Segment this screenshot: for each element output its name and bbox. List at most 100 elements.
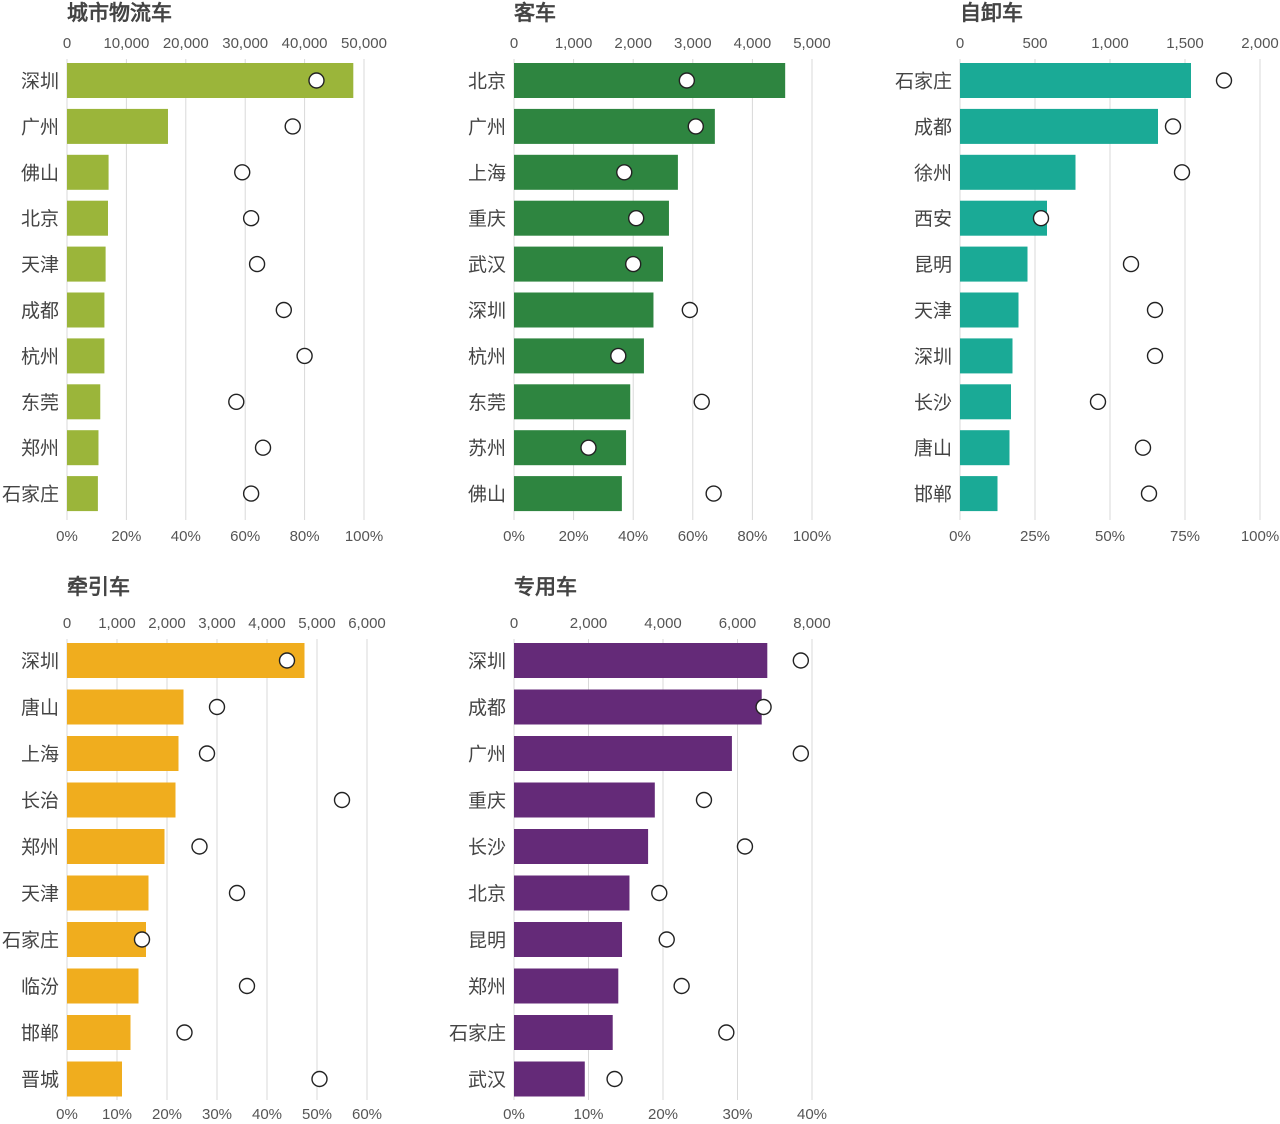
bottom-tick-label: 0% bbox=[56, 1106, 78, 1123]
ratio-dot bbox=[1122, 255, 1140, 273]
bottom-tick-label: 100% bbox=[345, 528, 383, 545]
bar bbox=[67, 476, 98, 512]
category-label: 天津 bbox=[21, 883, 59, 905]
category-label: 重庆 bbox=[468, 790, 506, 812]
bar bbox=[67, 689, 184, 725]
ratio-dot bbox=[1215, 72, 1233, 89]
bar bbox=[514, 736, 732, 771]
bar bbox=[514, 782, 655, 818]
ratio-dot bbox=[736, 838, 754, 855]
category-label: 北京 bbox=[468, 71, 506, 93]
chart-title: 专用车 bbox=[514, 575, 577, 599]
ratio-dot bbox=[248, 255, 266, 273]
top-tick-label: 5,000 bbox=[793, 35, 831, 52]
bottom-tick-label: 40% bbox=[252, 1106, 282, 1123]
bar bbox=[514, 875, 630, 911]
bar bbox=[960, 476, 998, 512]
bar bbox=[67, 430, 99, 466]
bottom-tick-label: 50% bbox=[1095, 528, 1125, 545]
top-tick-label: 4,000 bbox=[644, 615, 682, 632]
category-label: 深圳 bbox=[468, 300, 506, 322]
ratio-dot bbox=[1032, 209, 1050, 227]
top-tick-label: 40,000 bbox=[282, 35, 328, 52]
bar bbox=[67, 246, 106, 282]
ratio-dot bbox=[308, 72, 325, 89]
top-tick-label: 2,000 bbox=[570, 615, 608, 632]
category-label: 石家庄 bbox=[2, 484, 59, 506]
category-label: 石家庄 bbox=[2, 930, 59, 952]
bar bbox=[514, 829, 649, 864]
bar bbox=[514, 1061, 585, 1097]
ratio-dot bbox=[687, 118, 704, 135]
chart-title: 城市物流车 bbox=[67, 1, 172, 25]
bar bbox=[514, 430, 627, 466]
top-tick-label: 5,000 bbox=[298, 615, 336, 632]
bottom-tick-label: 0% bbox=[949, 528, 971, 545]
top-tick-label: 2,000 bbox=[1241, 35, 1279, 52]
ratio-dot bbox=[242, 209, 260, 227]
category-label: 石家庄 bbox=[449, 1023, 506, 1045]
top-tick-label: 30,000 bbox=[222, 35, 268, 52]
bottom-tick-label: 100% bbox=[1241, 528, 1279, 545]
ratio-dot bbox=[651, 884, 668, 902]
ratio-dot bbox=[311, 1070, 328, 1088]
ratio-dot bbox=[1164, 118, 1182, 135]
top-tick-label: 0 bbox=[510, 615, 518, 632]
category-label: 徐州 bbox=[914, 162, 952, 184]
bar bbox=[67, 643, 305, 678]
bar bbox=[960, 108, 1158, 144]
ratio-dot bbox=[254, 439, 272, 456]
category-label: 昆明 bbox=[914, 254, 952, 276]
bar bbox=[514, 384, 631, 420]
ratio-dot bbox=[1140, 485, 1158, 502]
category-label: 成都 bbox=[914, 116, 952, 138]
category-label: 上海 bbox=[21, 744, 59, 766]
category-label: 广州 bbox=[21, 116, 59, 138]
top-tick-label: 3,000 bbox=[674, 35, 712, 52]
bottom-tick-label: 40% bbox=[618, 528, 648, 545]
bottom-tick-label: 30% bbox=[722, 1106, 752, 1123]
ratio-dot bbox=[234, 164, 251, 181]
ratio-dot bbox=[198, 745, 216, 762]
category-label: 广州 bbox=[468, 116, 506, 138]
ratio-dot bbox=[718, 1024, 735, 1041]
bar bbox=[960, 63, 1191, 98]
top-tick-label: 0 bbox=[956, 35, 964, 52]
top-tick-label: 0 bbox=[510, 35, 518, 52]
bar bbox=[960, 338, 1013, 374]
category-label: 武汉 bbox=[468, 1069, 506, 1091]
ratio-dot bbox=[705, 485, 722, 502]
ratio-dot bbox=[627, 209, 645, 227]
top-tick-label: 3,000 bbox=[198, 615, 236, 632]
top-tick-label: 2,000 bbox=[614, 35, 652, 52]
bar bbox=[67, 338, 105, 374]
top-tick-label: 1,500 bbox=[1166, 35, 1204, 52]
chart-title: 自卸车 bbox=[960, 1, 1023, 25]
bar bbox=[67, 922, 146, 957]
category-label: 晋城 bbox=[21, 1069, 59, 1091]
top-tick-label: 1,000 bbox=[555, 35, 593, 52]
category-label: 深圳 bbox=[468, 651, 506, 673]
bottom-tick-label: 60% bbox=[678, 528, 708, 545]
ratio-dot bbox=[610, 347, 627, 365]
bar bbox=[67, 63, 354, 98]
ratio-dot bbox=[1089, 393, 1107, 410]
category-label: 广州 bbox=[468, 744, 506, 766]
bottom-tick-label: 50% bbox=[302, 1106, 332, 1123]
ratio-dot bbox=[191, 838, 208, 855]
category-label: 郑州 bbox=[468, 976, 506, 998]
bottom-tick-label: 10% bbox=[102, 1106, 132, 1123]
bar bbox=[960, 154, 1076, 190]
bar bbox=[67, 292, 105, 328]
ratio-dot bbox=[275, 301, 293, 319]
category-label: 北京 bbox=[468, 883, 506, 905]
bottom-tick-label: 25% bbox=[1020, 528, 1050, 545]
top-tick-label: 20,000 bbox=[163, 35, 209, 52]
bottom-tick-label: 20% bbox=[111, 528, 141, 545]
category-label: 长沙 bbox=[914, 392, 952, 414]
bottom-tick-label: 40% bbox=[171, 528, 201, 545]
category-label: 杭州 bbox=[468, 346, 506, 368]
category-label: 杭州 bbox=[21, 346, 59, 368]
top-tick-label: 0 bbox=[63, 615, 71, 632]
category-label: 石家庄 bbox=[895, 71, 952, 93]
